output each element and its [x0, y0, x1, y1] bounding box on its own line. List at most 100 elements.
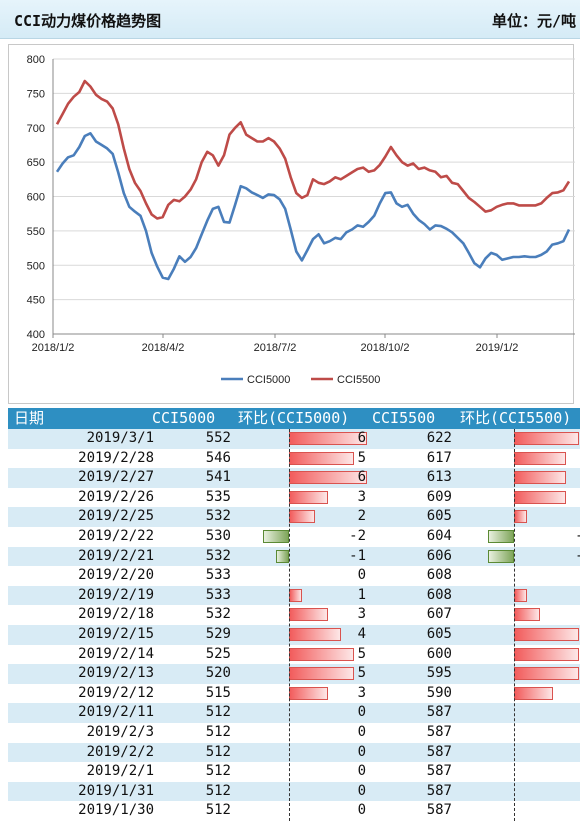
table-row: 2019/2/2553226051 [8, 507, 580, 527]
cell-chg5000: -1 [349, 547, 366, 564]
cell-date: 2019/2/1 [86, 763, 154, 780]
cell-date: 2019/2/25 [78, 508, 154, 525]
y-tick-label: 750 [27, 88, 45, 100]
change-bar [289, 686, 328, 700]
cell-date: 2019/2/18 [78, 606, 154, 623]
cell-chg5000: -2 [349, 528, 366, 544]
title-bar: CCI动力煤价格趋势图 单位：元/吨 [0, 0, 580, 39]
cell-date: 2019/2/28 [78, 449, 154, 466]
cell-cci5000: 535 [205, 488, 231, 505]
bar-zero-line [289, 429, 290, 821]
table-row: 2019/2/251205870 [8, 742, 580, 763]
cell-cci5500: 587 [426, 802, 452, 819]
cell-cci5000: 530 [205, 528, 231, 544]
change-bar [263, 530, 289, 543]
table-row: 2019/2/1552946055 [8, 625, 580, 645]
cell-cci5000: 529 [205, 626, 231, 642]
y-tick-label: 650 [27, 157, 45, 169]
cell-cci5000: 512 [205, 704, 231, 721]
table-row: 2019/1/3151205870 [8, 781, 580, 802]
cell-cci5500: 587 [426, 763, 452, 780]
change-bar [514, 490, 566, 504]
y-tick-label: 500 [27, 260, 45, 272]
cell-cci5000: 532 [205, 547, 231, 564]
cell-cci5000: 512 [205, 743, 231, 760]
y-tick-label: 450 [27, 295, 45, 307]
change-bar [514, 667, 579, 681]
cell-chg5000: 3 [357, 684, 366, 701]
change-bar [514, 647, 579, 661]
x-tick-label: 2018/4/2 [142, 342, 185, 354]
table-row: 2019/2/22 530 -2 604 -2 [8, 527, 580, 547]
cell-date: 2019/2/14 [78, 645, 154, 662]
table-row: 2019/1/3051205870 [8, 801, 580, 821]
cell-chg5000: 3 [357, 606, 366, 623]
cell-chg5000: 0 [357, 704, 366, 721]
cell-chg5000: 4 [357, 626, 366, 642]
cell-cci5500: 605 [426, 508, 452, 525]
cell-cci5500: 587 [426, 743, 452, 760]
cell-date: 2019/3/1 [86, 430, 154, 446]
cell-chg5000: 5 [357, 665, 366, 682]
cell-cci5500: 608 [426, 567, 452, 584]
change-bar [488, 530, 514, 543]
cell-date: 2019/2/26 [78, 488, 154, 505]
cell-cci5500: 605 [426, 626, 452, 642]
y-tick-label: 800 [27, 54, 45, 66]
cell-cci5000: 512 [205, 763, 231, 780]
change-bar [289, 471, 367, 485]
header-date: 日期 [14, 409, 45, 427]
change-bar [514, 686, 553, 700]
table-row: 2019/2/2754166134 [8, 468, 580, 488]
table-header: 日期 CCI5000 环比(CCI5000) CCI5500 环比(CCI550… [8, 408, 580, 429]
header-cci5000: CCI5000 [152, 409, 216, 427]
change-bar [276, 549, 289, 563]
cell-cci5000: 546 [205, 449, 231, 466]
cell-chg5000: 6 [357, 430, 366, 446]
cell-cci5000: 515 [205, 684, 231, 701]
cell-cci5000: 525 [205, 645, 231, 662]
change-bar [289, 588, 302, 602]
cell-chg5000: 1 [357, 586, 366, 603]
change-bar [289, 667, 354, 681]
cell-cci5500: 622 [426, 430, 452, 446]
cell-cci5000: 512 [205, 802, 231, 819]
cell-date: 2019/2/20 [78, 567, 154, 584]
table-row: 2019/2/1953316081 [8, 585, 580, 606]
cell-chg5000: 5 [357, 645, 366, 662]
cell-date: 2019/2/3 [86, 724, 154, 740]
table-row: 2019/2/1251535903 [8, 683, 580, 704]
cell-cci5000: 532 [205, 606, 231, 623]
change-bar [289, 510, 315, 524]
cell-date: 2019/2/12 [78, 684, 154, 701]
cell-cci5500: 595 [426, 665, 452, 682]
cell-cci5500: 606 [426, 547, 452, 564]
chart-area: 800 750 700 650 600 550 500 450 400 2018/1/2 2018/… [8, 44, 575, 404]
x-tick-label: 2018/7/2 [254, 342, 297, 354]
cell-cci5000: 512 [205, 782, 231, 799]
y-tick-label: 550 [27, 226, 45, 238]
change-bar [488, 549, 514, 563]
cell-cci5500: 613 [426, 469, 452, 486]
cell-chg5000: 6 [357, 469, 366, 486]
series-line-cci5500 [55, 79, 571, 220]
table-row: 2019/2/1352055955 [8, 664, 580, 684]
cell-cci5500: 608 [426, 586, 452, 603]
cell-chg5000: 0 [357, 782, 366, 799]
chart-title: CCI动力煤价格趋势图 [14, 12, 162, 30]
cell-cci5000: 533 [205, 567, 231, 584]
cell-date: 2019/1/31 [78, 782, 154, 799]
cell-date: 2019/2/11 [78, 704, 154, 721]
table-row: 2019/3/155266225 [8, 429, 580, 449]
unit-label: 单位：元/吨 [492, 12, 577, 30]
y-tick-label: 600 [27, 192, 45, 204]
cell-chg5500: -2 [575, 527, 580, 547]
table-row: 2019/2/351205870 [8, 723, 580, 743]
table-row: 2019/2/2653536094 [8, 487, 580, 508]
cell-cci5000: 532 [205, 508, 231, 525]
cell-chg5000: 0 [357, 802, 366, 819]
cell-date: 2019/2/21 [78, 547, 154, 564]
cell-date: 2019/1/30 [78, 802, 154, 819]
